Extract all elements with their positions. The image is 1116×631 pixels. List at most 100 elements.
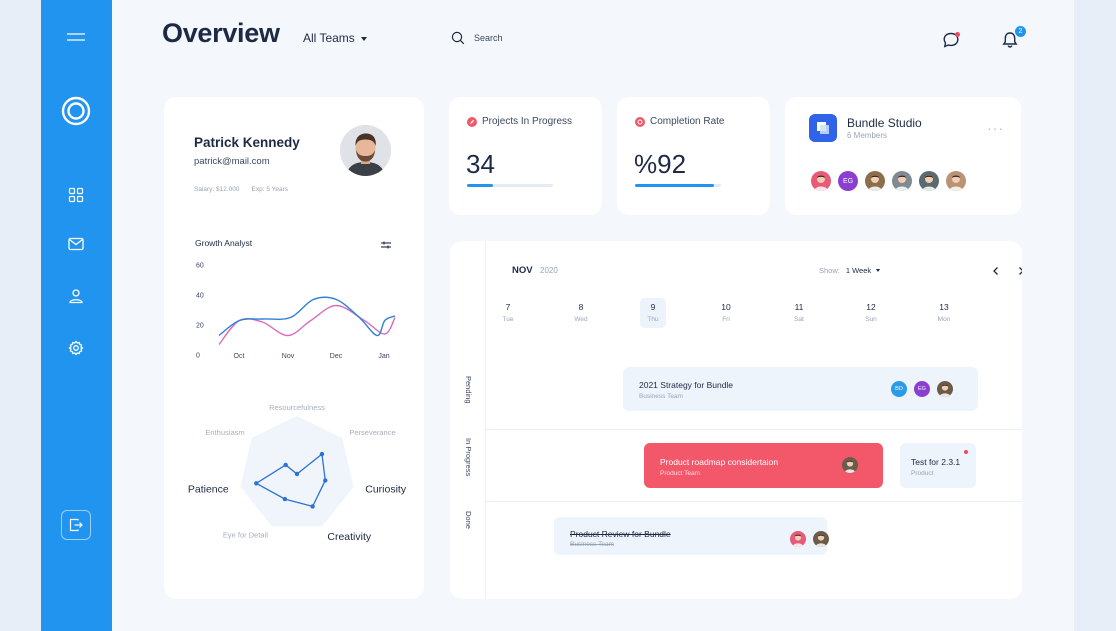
chat-bubble-icon: [943, 32, 959, 48]
calendar-day[interactable]: 11 Sat: [786, 298, 812, 328]
day-number: 13: [939, 302, 949, 312]
team-member-avatar[interactable]: [946, 171, 966, 191]
day-number: 11: [794, 302, 804, 312]
team-member-avatar[interactable]: [811, 171, 831, 191]
x-tick-label: Dec: [330, 353, 343, 360]
dashboard-grid-icon[interactable]: [57, 176, 95, 214]
row-label-pending: Pending: [464, 376, 473, 404]
user-profile-icon[interactable]: [57, 277, 95, 315]
team-member-avatar[interactable]: EG: [838, 171, 858, 191]
y-tick-label: 20: [196, 323, 204, 330]
next-week-chevron-icon[interactable]: [1015, 264, 1022, 276]
settings-gear-icon[interactable]: [57, 329, 95, 367]
radar-axis-label: Curiosity: [365, 484, 407, 496]
profile-card: Patrick Kennedy patrick@mail.com Salary:…: [164, 97, 424, 599]
stat-label-text: Projects In Progress: [482, 116, 573, 127]
task-team: Business Team: [639, 393, 683, 400]
calendar-day[interactable]: 13 Mon: [931, 298, 957, 328]
radar-point: [319, 451, 325, 457]
task-card-pending[interactable]: 2021 Strategy for Bundle Business Team B…: [623, 367, 978, 411]
progress-fill: [635, 184, 715, 187]
rocket-icon: [467, 116, 477, 127]
calendar-day[interactable]: 8 Wed: [568, 298, 594, 328]
radar-axis-label: Resourcefulness: [269, 403, 325, 412]
team-avatar-list: EG: [811, 171, 966, 191]
task-avatars: [842, 457, 858, 473]
radar-point: [283, 462, 288, 468]
page-title: Overview: [162, 18, 280, 48]
range-dropdown[interactable]: 1 Week: [845, 266, 881, 275]
task-card-test[interactable]: Test for 2.3.1 Product: [900, 443, 976, 488]
gauge-icon: [635, 116, 645, 127]
radar-axis-label: Eye for Detail: [223, 530, 268, 539]
caret-down-icon: [876, 269, 881, 272]
stat-card-projects: Projects In Progress 34: [449, 97, 602, 215]
stat-label: Projects In Progress: [467, 116, 572, 127]
radar-axis-label: Enthusiasm: [205, 428, 244, 437]
prev-week-chevron-icon[interactable]: [990, 264, 1002, 276]
notifications-button[interactable]: 2: [1000, 26, 1026, 50]
series-line: [218, 304, 396, 345]
range-value: 1 Week: [845, 266, 872, 275]
profile-email: patrick@mail.com: [194, 156, 270, 167]
calendar-day[interactable]: 7 Tue: [495, 298, 521, 328]
logout-icon[interactable]: [61, 510, 91, 540]
assignee-avatar[interactable]: [842, 457, 858, 473]
profile-avatar[interactable]: [340, 125, 391, 176]
task-title: Test for 2.3.1: [911, 457, 961, 467]
calendar-card: NOV 2020 Show: 1 Week 7 Tue 8 Wed 9 Thu 10 Fri 1…: [450, 241, 1022, 599]
day-weekday: Mon: [937, 316, 951, 323]
radar-point: [310, 504, 315, 509]
task-alert-dot: [964, 450, 968, 454]
growth-chart-title: Growth Analyst: [195, 238, 253, 248]
team-member-avatar[interactable]: [892, 171, 912, 191]
assignee-avatar[interactable]: BD: [891, 381, 907, 397]
calendar-day[interactable]: 9 Thu: [640, 298, 666, 328]
team-member-avatar[interactable]: [865, 171, 885, 191]
assignee-avatar[interactable]: EG: [914, 381, 930, 397]
person-avatar-icon: [340, 125, 391, 176]
task-card-done[interactable]: Product Review for Bundle Business Team: [554, 517, 829, 555]
skills-radar-chart: Resourcefulness Perseverance Curiosity Crea…: [188, 403, 407, 543]
mail-icon[interactable]: [57, 225, 95, 263]
search-bar: [451, 31, 584, 45]
profile-name: Patrick Kennedy: [194, 135, 300, 150]
radar-axis-label: Creativity: [327, 531, 372, 543]
team-member-avatar[interactable]: [919, 171, 939, 191]
day-weekday: Sat: [794, 316, 804, 323]
hamburger-menu-icon[interactable]: [57, 18, 95, 56]
more-options-icon[interactable]: ···: [987, 120, 1004, 136]
bell-icon: [1002, 32, 1018, 48]
search-input[interactable]: [474, 33, 584, 43]
x-tick-label: Nov: [282, 353, 295, 360]
calendar-day[interactable]: 12 Sun: [858, 298, 884, 328]
day-weekday: Tue: [502, 316, 514, 323]
team-filter-dropdown[interactable]: All Teams: [303, 31, 367, 45]
row-label-in-progress: In Progress: [464, 438, 473, 477]
profile-experience: Exp: 5 Years: [251, 186, 289, 193]
app-logo-icon[interactable]: [57, 92, 95, 130]
team-logo-icon: [809, 114, 837, 142]
row-divider: [486, 429, 1022, 430]
day-number: 12: [866, 302, 876, 312]
row-divider: [486, 501, 1022, 502]
task-card-in-progress[interactable]: Product roadmap considertaion Product Te…: [644, 443, 883, 488]
team-member-count: 6 Members: [847, 131, 888, 140]
day-number: 8: [578, 302, 584, 312]
team-card: Bundle Studio 6 Members ··· EG: [785, 97, 1021, 215]
caret-down-icon: [360, 36, 367, 41]
day-weekday: Thu: [647, 316, 659, 323]
chart-filter-icon[interactable]: [380, 237, 392, 249]
profile-salary: Salary: $12.000: [194, 186, 240, 193]
task-title: 2021 Strategy for Bundle: [639, 380, 734, 390]
assignee-avatar[interactable]: [937, 381, 953, 397]
calendar-day[interactable]: 10 Fri: [713, 298, 739, 328]
progress-track: [635, 184, 721, 187]
chat-button[interactable]: [941, 30, 961, 50]
growth-line-chart: 60 40 20 0 Oct Nov Dec Jan: [196, 263, 396, 360]
assignee-avatar[interactable]: [813, 531, 829, 547]
unread-dot: [955, 32, 960, 37]
day-weekday: Sun: [865, 316, 877, 323]
assignee-avatar[interactable]: [790, 531, 806, 547]
calendar-year: 2020: [540, 266, 558, 275]
